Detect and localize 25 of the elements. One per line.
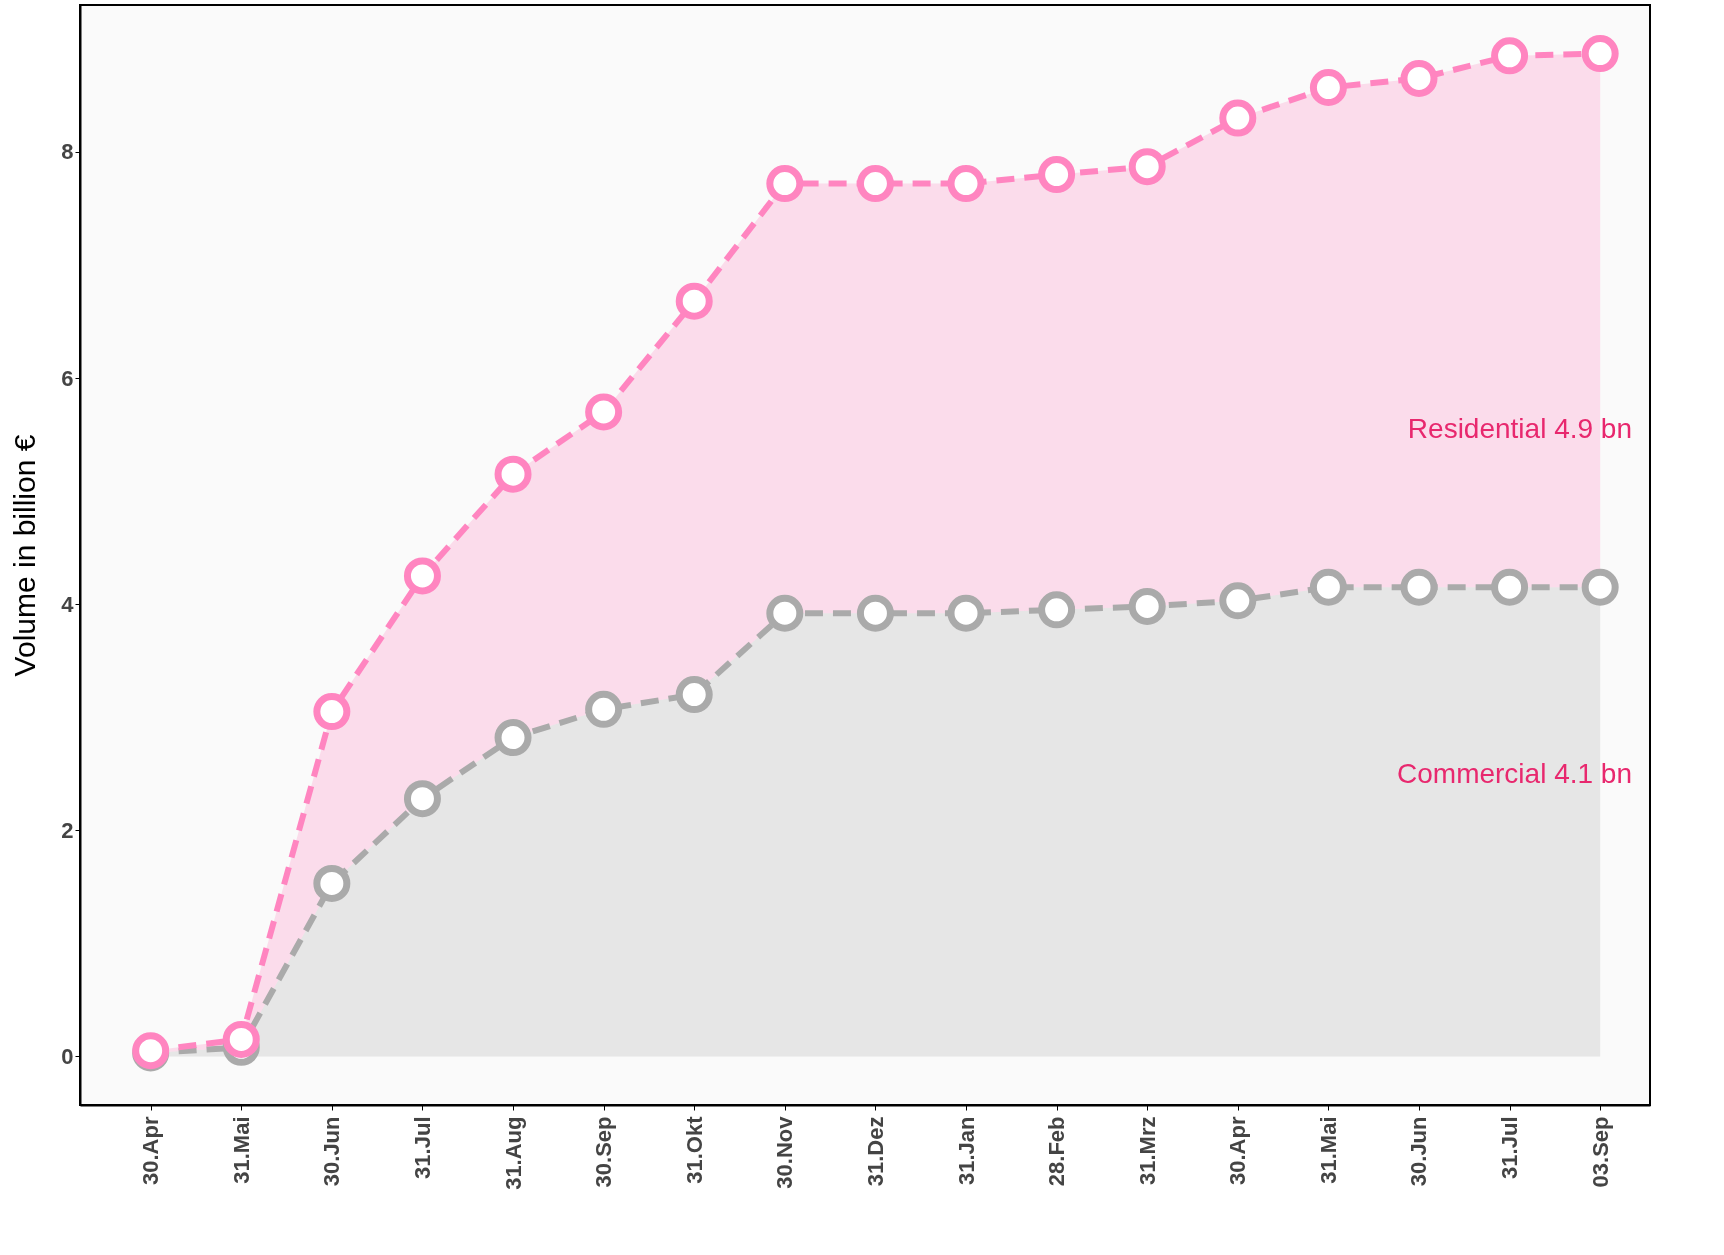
x-tick-label: 30.Jun [1406, 1116, 1432, 1187]
y-tick-label: 4 [61, 591, 75, 617]
x-tick-label: 31.Aug [500, 1116, 526, 1190]
x-tick-label: 31.Mrz [1134, 1116, 1160, 1185]
x-tick-label: 31.Jan [953, 1116, 979, 1185]
x-tick-label: 31.Okt [681, 1115, 707, 1184]
x-tick-label: 28.Feb [1044, 1116, 1070, 1187]
x-tick-label: 31.Jul [1497, 1116, 1523, 1179]
x-tick-label: 03.Sep [1587, 1116, 1613, 1188]
y-tick-label: 6 [61, 365, 74, 391]
x-tick-label: 30.Apr [138, 1116, 164, 1185]
y-axis-title: Volume in billion € [8, 434, 42, 677]
x-tick-label: 31.Jul [409, 1116, 435, 1179]
annotation: Commercial 4.1 bn [1397, 758, 1632, 789]
annotation: Residential 4.9 bn [1407, 413, 1632, 444]
x-tick-label: 30.Sep [591, 1116, 617, 1188]
x-tick-label: 30.Apr [1225, 1116, 1251, 1185]
x-tick-label: 31.Mai [228, 1116, 254, 1184]
x-tick-label: 31.Mai [1315, 1116, 1341, 1184]
y-tick-label: 0 [61, 1043, 74, 1069]
x-tick-label: 30.Jun [319, 1116, 345, 1187]
x-tick-label: 31.Dez [862, 1116, 888, 1187]
x-tick-label: 30.Nov [772, 1115, 798, 1189]
y-tick-label: 2 [61, 817, 74, 843]
y-tick-label: 8 [61, 139, 74, 165]
